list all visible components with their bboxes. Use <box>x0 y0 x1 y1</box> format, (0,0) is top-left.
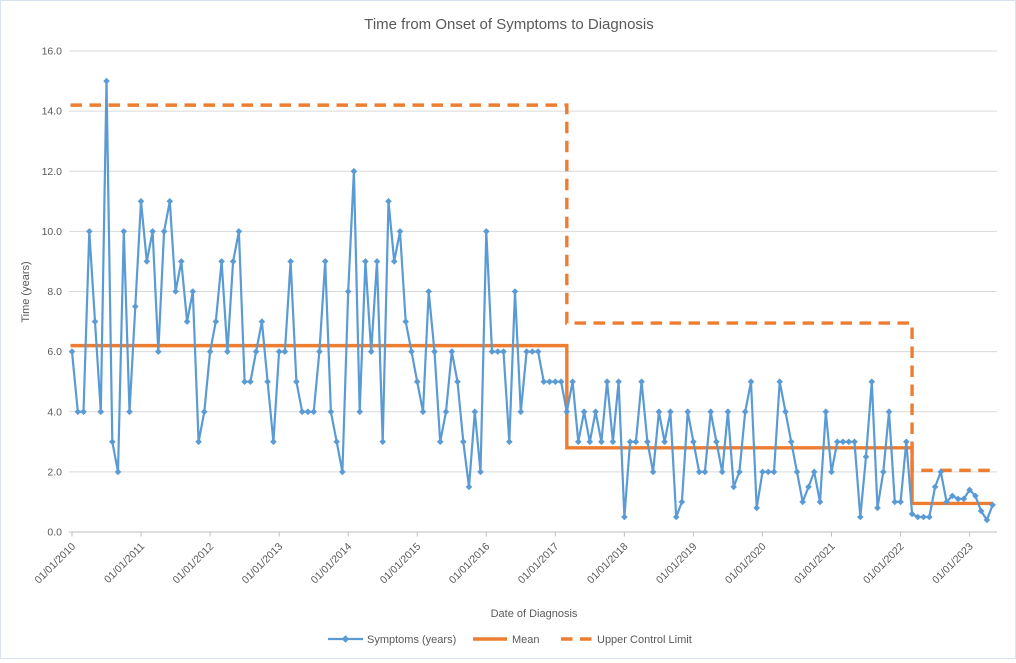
y-axis-label: Time (years) <box>20 261 32 322</box>
svg-text:6.0: 6.0 <box>47 346 62 358</box>
svg-text:01/01/2021: 01/01/2021 <box>792 541 838 587</box>
svg-text:01/01/2010: 01/01/2010 <box>32 541 78 587</box>
svg-text:01/01/2015: 01/01/2015 <box>378 541 424 587</box>
svg-text:8.0: 8.0 <box>47 286 62 298</box>
svg-text:01/01/2016: 01/01/2016 <box>447 541 493 587</box>
svg-text:01/01/2023: 01/01/2023 <box>930 541 976 587</box>
legend-label-mean: Mean <box>512 634 540 646</box>
svg-text:01/01/2020: 01/01/2020 <box>723 541 769 587</box>
svg-text:01/01/2017: 01/01/2017 <box>516 541 562 587</box>
svg-text:2.0: 2.0 <box>47 466 62 478</box>
chart-title: Time from Onset of Symptoms to Diagnosis <box>364 16 654 33</box>
svg-text:01/01/2012: 01/01/2012 <box>171 541 217 587</box>
legend-diamond-marker <box>341 635 350 643</box>
y-axis-tick-labels: 0.0 2.0 4.0 6.0 8.0 10.0 12.0 14.0 16.0 <box>42 46 63 539</box>
upper-control-limit-line <box>70 103 993 473</box>
svg-text:16.0: 16.0 <box>42 46 63 58</box>
legend-item-mean: Mean <box>473 634 540 646</box>
x-axis-ticks <box>71 532 971 537</box>
svg-text:01/01/2022: 01/01/2022 <box>861 541 907 587</box>
svg-text:14.0: 14.0 <box>42 106 63 118</box>
x-axis-label: Date of Diagnosis <box>491 608 578 620</box>
legend: Symptoms (years) Mean Upper Control Limit <box>328 634 692 646</box>
svg-text:01/01/2014: 01/01/2014 <box>309 541 355 587</box>
legend-label-ucl: Upper Control Limit <box>597 634 692 646</box>
gridlines <box>69 50 997 473</box>
svg-text:01/01/2019: 01/01/2019 <box>654 541 700 587</box>
svg-text:12.0: 12.0 <box>42 166 63 178</box>
svg-text:01/01/2018: 01/01/2018 <box>585 541 631 587</box>
x-axis-tick-labels: 01/01/2010 01/01/2011 01/01/2012 01/01/2013… <box>32 541 975 587</box>
legend-item-symptoms: Symptoms (years) <box>328 634 456 646</box>
svg-text:01/01/2013: 01/01/2013 <box>240 541 286 587</box>
legend-label-symptoms: Symptoms (years) <box>367 634 456 646</box>
symptoms-series-markers <box>68 77 996 524</box>
svg-text:10.0: 10.0 <box>42 226 63 238</box>
svg-text:0.0: 0.0 <box>47 527 62 539</box>
symptoms-series-line <box>70 80 994 522</box>
legend-item-ucl: Upper Control Limit <box>561 634 692 646</box>
svg-text:4.0: 4.0 <box>47 406 62 418</box>
svg-text:01/01/2011: 01/01/2011 <box>102 541 147 586</box>
